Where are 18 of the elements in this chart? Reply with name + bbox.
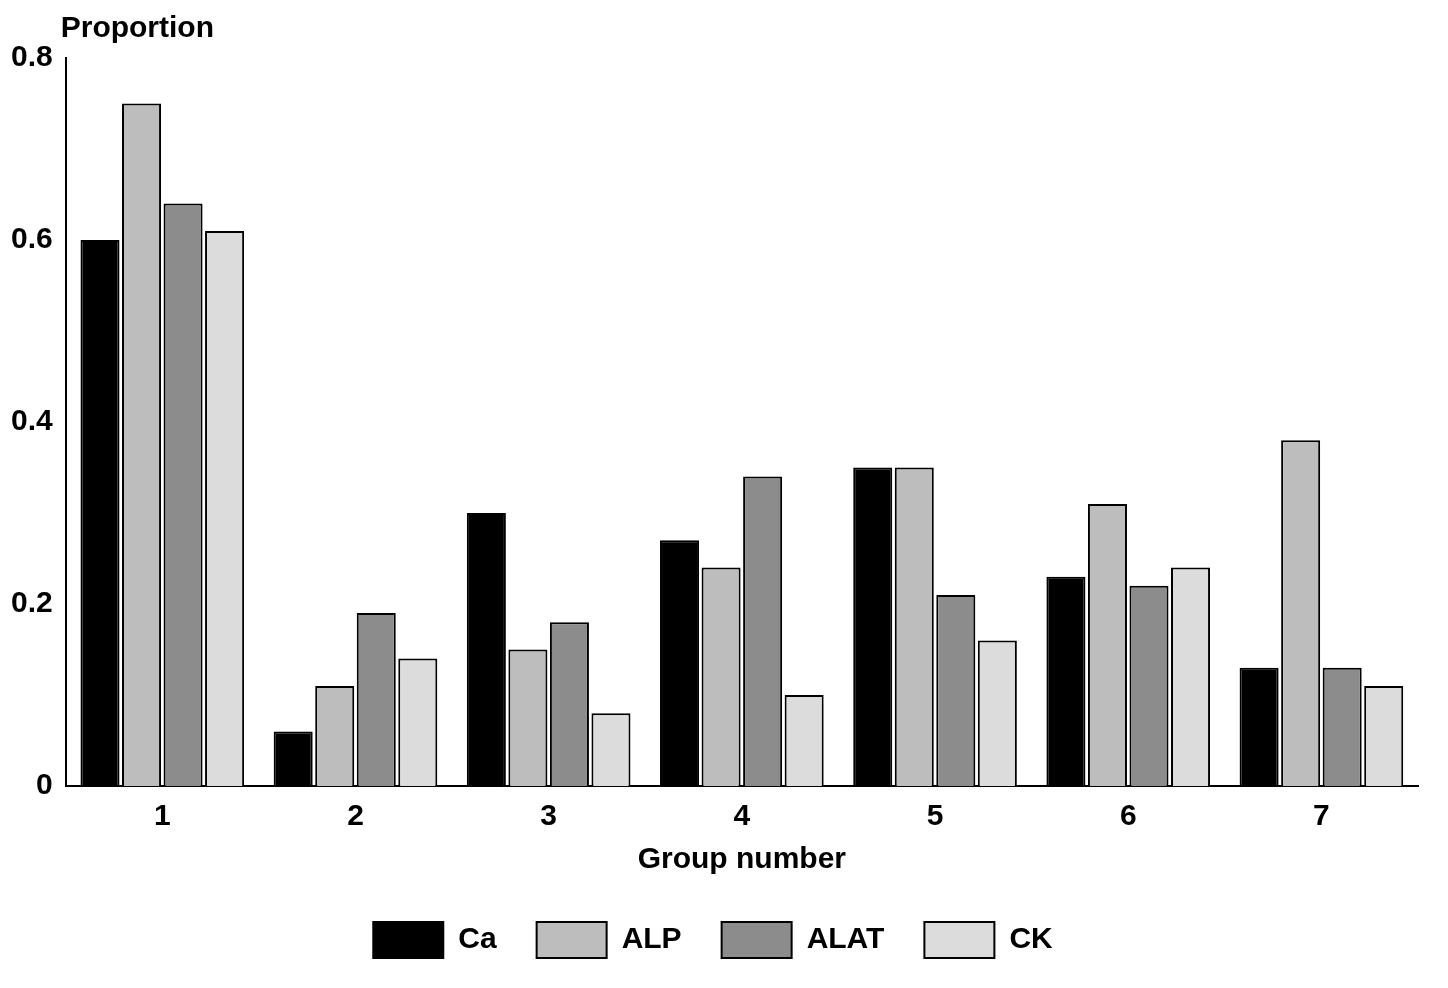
x-tick-label: 6 xyxy=(1119,798,1137,832)
y-tick-label: 0 xyxy=(36,767,53,801)
x-tick-label: 7 xyxy=(1313,798,1330,832)
x-axis-title: Group number xyxy=(637,841,847,875)
legend-label: ALAT xyxy=(806,921,885,955)
y-axis-title: Proportion xyxy=(60,10,215,44)
x-tick-label: 5 xyxy=(926,798,944,832)
legend-label: ALP xyxy=(621,921,682,955)
y-tick-label: 0.8 xyxy=(10,39,53,73)
legend-label: CK xyxy=(1009,921,1054,955)
x-tick-label: 4 xyxy=(733,798,751,832)
y-tick-label: 0.2 xyxy=(10,585,53,619)
x-tick-label: 2 xyxy=(347,798,364,832)
legend-label: Ca xyxy=(458,921,497,955)
y-tick-label: 0.6 xyxy=(10,221,53,255)
x-tick-label: 1 xyxy=(153,798,171,832)
x-tick-label: 3 xyxy=(540,798,558,832)
y-tick-label: 0.4 xyxy=(10,403,53,437)
